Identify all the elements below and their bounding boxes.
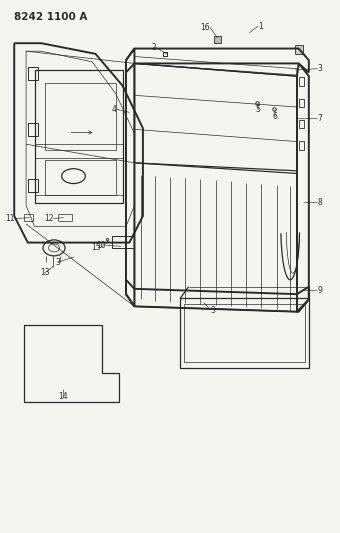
Text: 12: 12 [44, 214, 53, 223]
Bar [299, 77, 304, 86]
Text: 11: 11 [5, 214, 15, 223]
Bar [28, 179, 38, 192]
Text: 3: 3 [211, 305, 216, 314]
Bar [299, 99, 304, 107]
Text: 9: 9 [317, 286, 322, 295]
Text: 6: 6 [273, 112, 277, 121]
Text: 2: 2 [151, 43, 156, 52]
Text: 7: 7 [317, 114, 322, 123]
Text: 3: 3 [317, 64, 322, 73]
Text: 16: 16 [200, 23, 210, 32]
Bar [28, 123, 38, 136]
Text: 4: 4 [112, 104, 117, 114]
FancyBboxPatch shape [295, 45, 303, 54]
Text: 14: 14 [58, 392, 68, 401]
Bar [214, 36, 221, 43]
Text: 13: 13 [40, 269, 50, 277]
Text: 8: 8 [317, 198, 322, 207]
Text: 10: 10 [96, 241, 106, 250]
Text: 8242 1100 A: 8242 1100 A [14, 12, 88, 22]
Text: 5: 5 [256, 105, 260, 114]
Bar [299, 141, 304, 150]
Bar [28, 67, 38, 80]
Text: 1: 1 [258, 22, 263, 31]
Text: 15: 15 [91, 243, 101, 252]
Text: 3: 3 [56, 258, 61, 266]
Bar [113, 236, 134, 248]
Bar [299, 120, 304, 128]
